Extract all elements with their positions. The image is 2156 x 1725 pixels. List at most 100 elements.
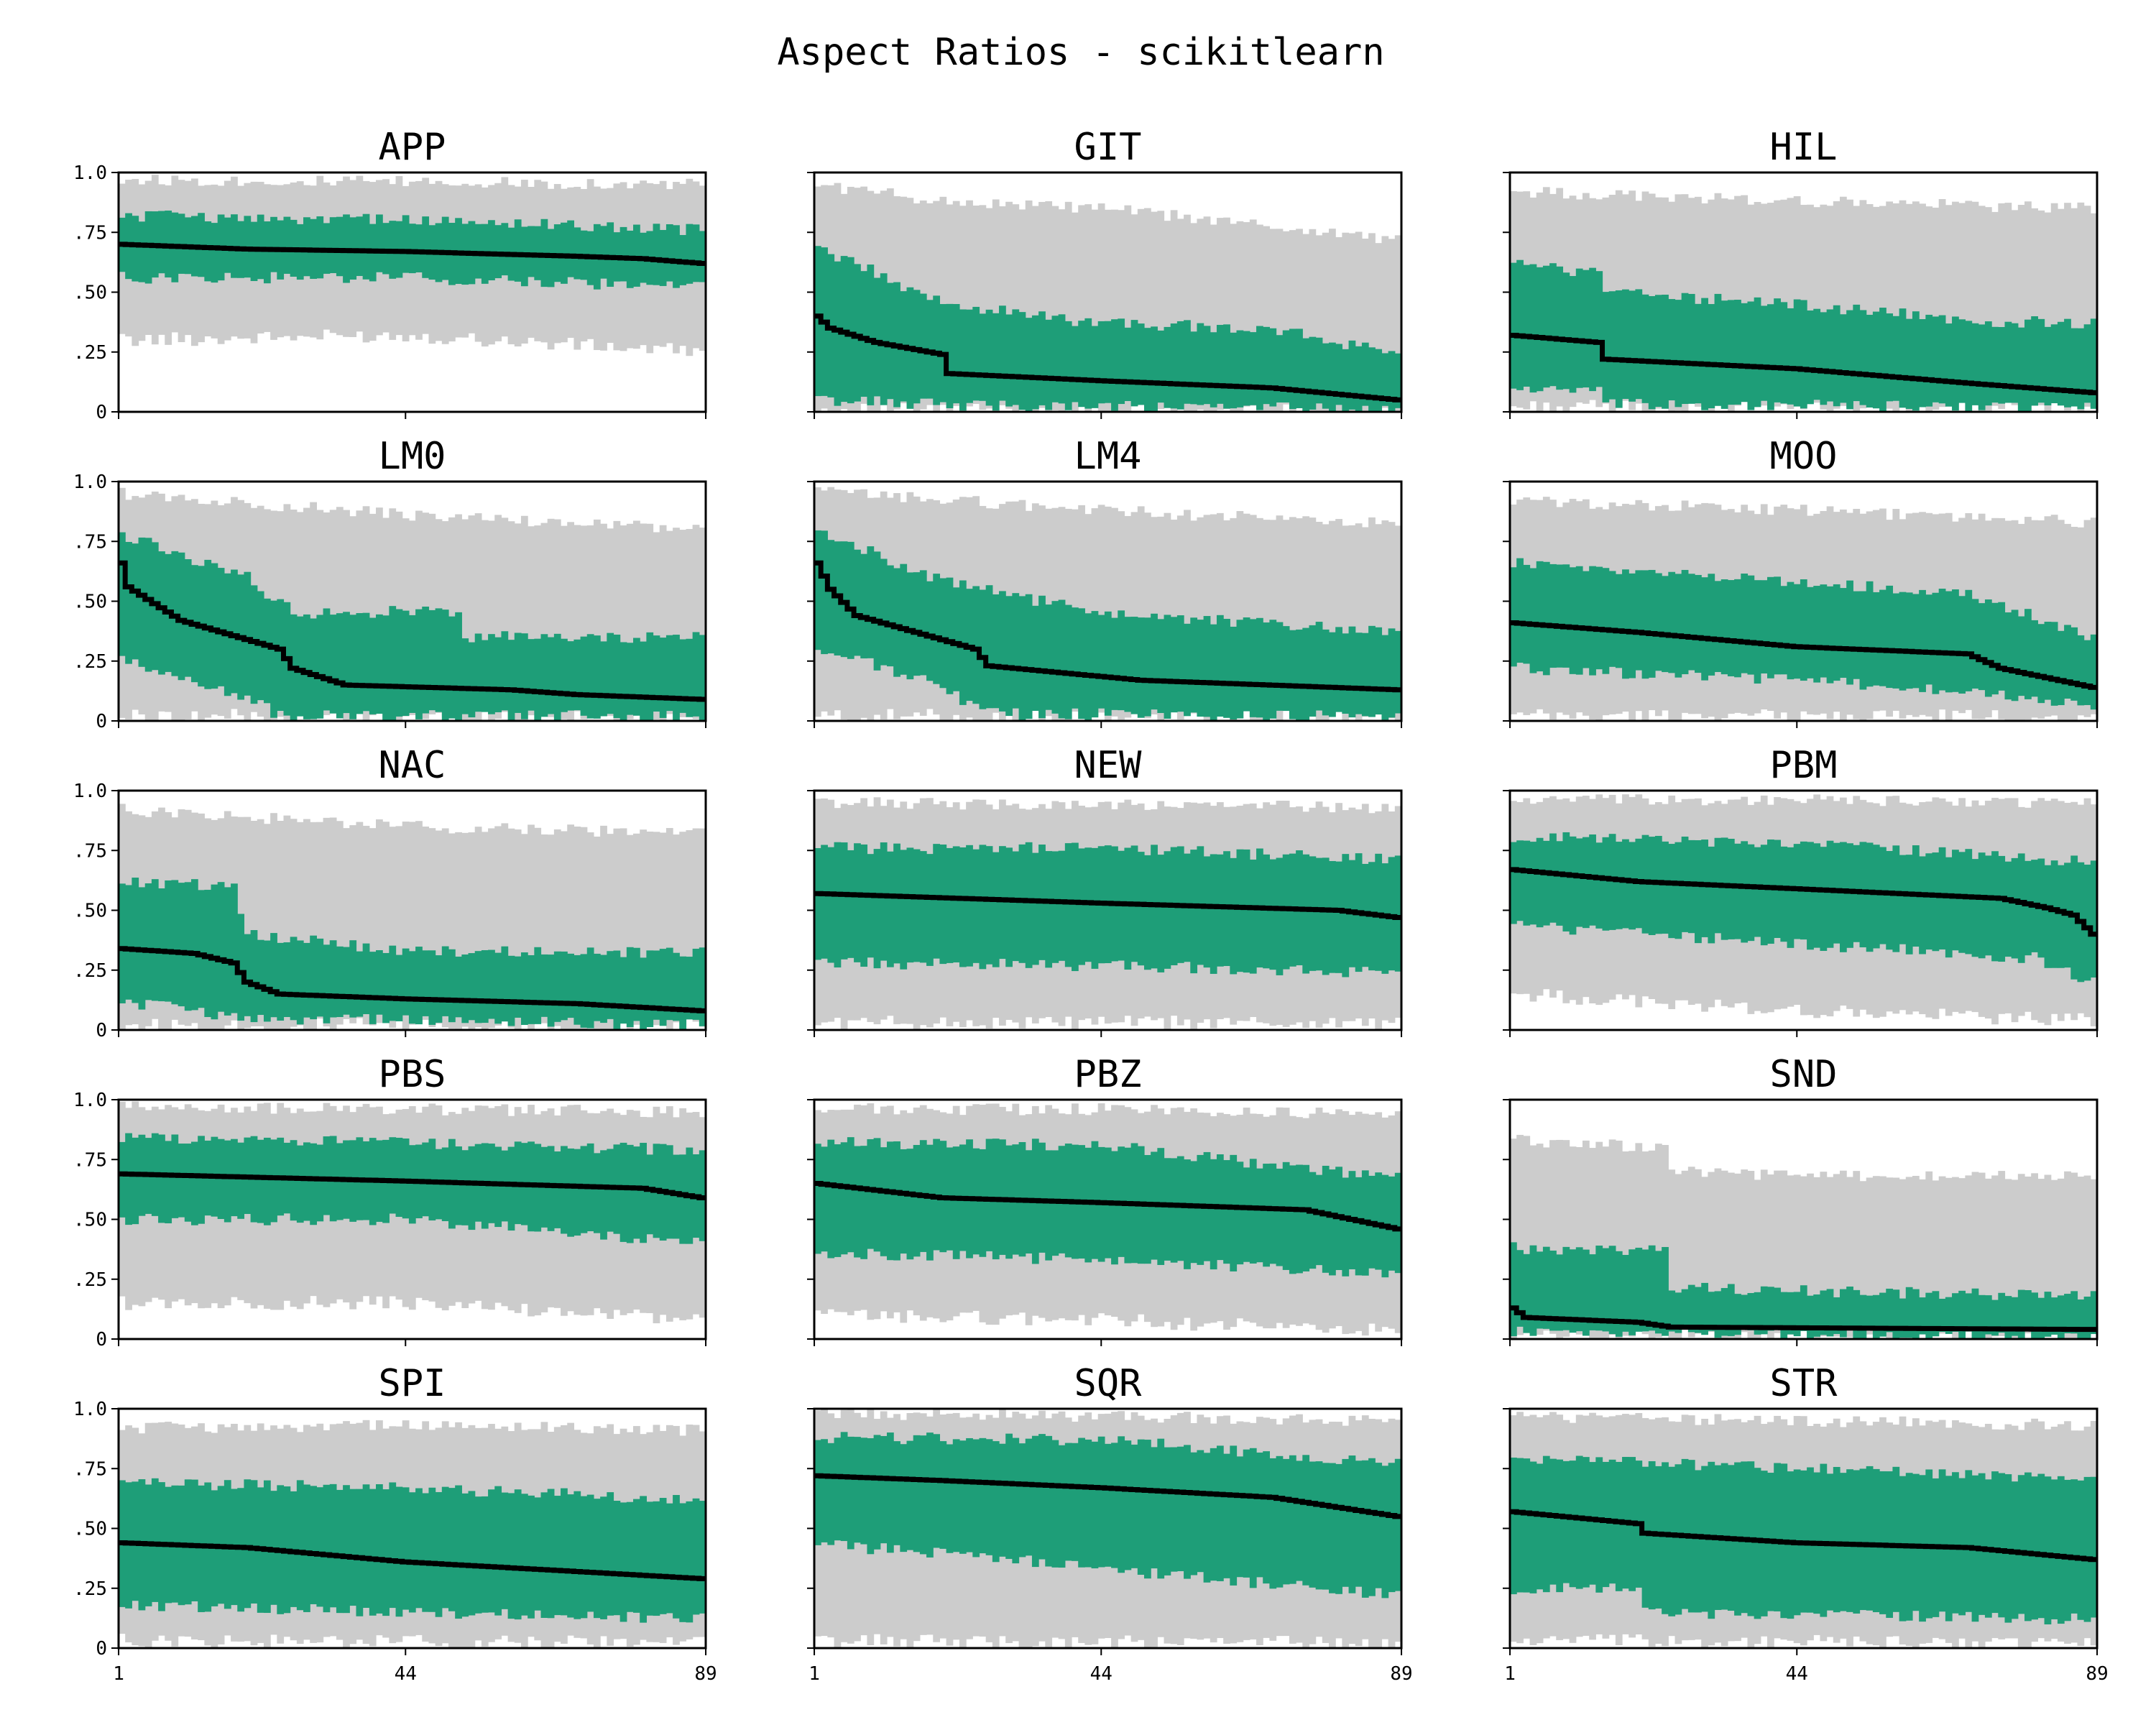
inner-band-bar (323, 1484, 331, 1613)
median-line (119, 1171, 706, 1201)
inner-band-bar (422, 950, 430, 1016)
inner-band-bar (1582, 1457, 1590, 1588)
outer-band-bar (985, 208, 993, 409)
inner-band-bar (178, 1144, 185, 1218)
inner-band-bar (1375, 1172, 1383, 1270)
inner-band-bar (699, 635, 706, 721)
inner-band-bar (992, 594, 1000, 709)
outer-band-bar (1263, 520, 1270, 717)
inner-band-bar (158, 888, 165, 1002)
inner-band-bar (1322, 857, 1330, 975)
inner-band-bar (528, 954, 535, 1024)
inner-band-bar (1747, 844, 1755, 942)
inner-band-bar (138, 537, 146, 667)
inner-band-bar (2004, 321, 2012, 403)
inner-band-bar (1727, 580, 1735, 676)
outer-band-bar (613, 828, 621, 1025)
outer-band-bar (1210, 514, 1217, 721)
outer-band-bar (1720, 198, 1728, 400)
inner-band-bar (1615, 842, 1623, 929)
inner-band-bar (1615, 290, 1623, 408)
median-line (1510, 332, 2097, 395)
inner-band-bar (1925, 594, 1933, 685)
inner-band-bar (1510, 1457, 1517, 1595)
outer-band-bar (1648, 1150, 1656, 1339)
outer-band-bar (1674, 1174, 1682, 1339)
inner-band-bar (1045, 604, 1053, 710)
inner-band-bar (1529, 1461, 1537, 1593)
inner-band-bar (2037, 318, 2045, 403)
inner-band-bar (1329, 860, 1336, 973)
inner-band-bar (880, 1147, 888, 1256)
outer-band-bar (1701, 1177, 1708, 1332)
inner-band-bar (854, 549, 861, 656)
inner-band-bar (1886, 851, 1894, 950)
outer-band-bar (356, 510, 364, 712)
inner-band-bar (2017, 616, 2025, 696)
panel-new: NEW (807, 744, 1403, 1037)
outer-band-bar (1249, 515, 1257, 721)
outer-band-bar (1695, 1169, 1702, 1334)
panel-title: APP (379, 126, 446, 169)
inner-band-bar (1556, 1459, 1564, 1593)
inner-band-bar (2004, 1474, 2012, 1623)
inner-band-bar (2037, 1473, 2045, 1619)
outer-band-bar (1793, 196, 1801, 401)
inner-band-bar (1595, 842, 1603, 929)
inner-band-bar (1965, 1293, 1973, 1332)
inner-band-bar (250, 1480, 258, 1604)
inner-band-bar (336, 216, 344, 277)
outer-band-bar (1859, 1181, 1867, 1338)
outer-band-bar (376, 507, 383, 710)
inner-band-bar (369, 952, 377, 1024)
inner-band-bar (165, 880, 172, 1002)
inner-band-bar (814, 1440, 821, 1545)
y-tick-label: .75 (73, 531, 107, 553)
inner-band-bar (1157, 855, 1165, 972)
outer-band-bar (640, 829, 647, 1021)
inner-band-bar (1754, 847, 1761, 937)
inner-band-bar (132, 216, 139, 282)
inner-band-bar (1628, 1249, 1636, 1335)
inner-band-bar (1005, 596, 1013, 717)
outer-band-bar (593, 836, 601, 1029)
inner-band-bar (1130, 1444, 1138, 1568)
outer-band-bar (1184, 214, 1191, 412)
inner-band-bar (1826, 1289, 1834, 1337)
outer-band-bar (2031, 520, 2038, 718)
inner-band-bar (1276, 622, 1284, 711)
inner-band-bar (507, 1146, 515, 1231)
inner-band-bar (854, 1146, 861, 1258)
outer-band-bar (1998, 1171, 2006, 1337)
outer-band-bar (1938, 199, 1946, 408)
inner-band-bar (1800, 300, 1807, 409)
outer-band-bar (2031, 1173, 2038, 1338)
inner-band-bar (1197, 620, 1204, 717)
panel-lm4: LM4 (807, 435, 1403, 728)
inner-band-bar (1230, 332, 1238, 409)
outer-band-bar (1826, 206, 1834, 412)
inner-band-bar (626, 1501, 634, 1612)
outer-band-bar (1130, 214, 1138, 406)
inner-band-bar (1846, 310, 1853, 410)
inner-band-bar (679, 956, 687, 1030)
inner-band-bar (699, 231, 706, 282)
inner-band-bar (303, 1142, 310, 1221)
inner-band-bar (389, 606, 397, 721)
inner-band-bar (985, 846, 993, 965)
inner-band-bar (573, 1491, 581, 1619)
inner-band-bar (455, 612, 462, 721)
inner-band-bar (1720, 837, 1728, 940)
outer-band-bar (1256, 224, 1263, 412)
inner-band-bar (686, 957, 694, 1020)
outer-band-bar (573, 525, 581, 712)
outer-band-bar (2077, 202, 2085, 412)
inner-band-bar (402, 1487, 410, 1610)
outer-band-bar (2083, 520, 2091, 717)
outer-band-bar (673, 834, 680, 1023)
inner-band-bar (1045, 1435, 1053, 1567)
outer-band-bar (448, 517, 456, 712)
outer-band-bar (1998, 203, 2006, 409)
inner-band-bar (1892, 593, 1900, 689)
outer-band-bar (1839, 196, 1847, 406)
